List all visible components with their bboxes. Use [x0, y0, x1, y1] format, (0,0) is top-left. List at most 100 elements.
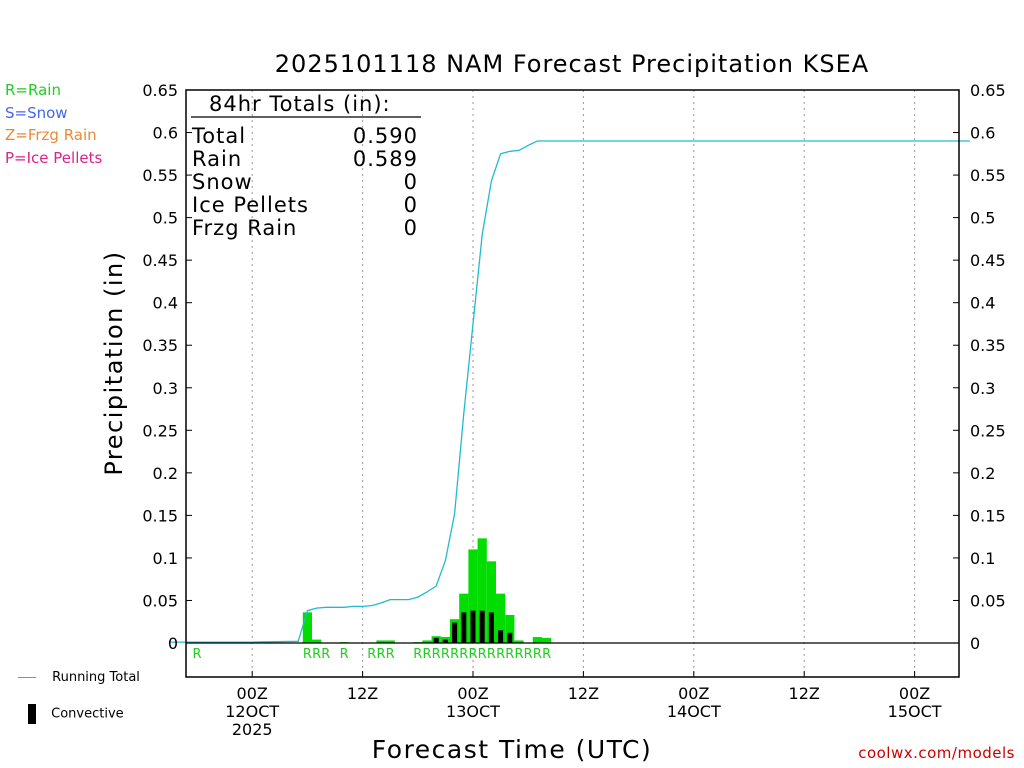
y-tick-label-left: 0.55 — [142, 166, 178, 185]
y-tick-label-right: 0.5 — [970, 209, 995, 228]
x-tick-label: 15OCT — [888, 702, 942, 721]
precip-type-marker: R — [487, 647, 496, 662]
x-tick-label: 12Z — [347, 684, 378, 703]
y-tick-label-left: 0.2 — [153, 464, 178, 483]
precip-type-marker: R — [340, 647, 349, 662]
precip-type-marker: R — [524, 647, 533, 662]
running-total-line-group — [169, 140, 970, 643]
x-tick-label: 12Z — [568, 684, 599, 703]
y-axis-label: Precipitation (in) — [100, 250, 128, 475]
legend-convective: Convective — [18, 704, 124, 724]
convective-bars — [433, 610, 513, 643]
running-total-label: Running Total — [52, 670, 140, 685]
totals-row-value: 0.590 — [353, 124, 418, 148]
precip-type-marker: R — [514, 647, 523, 662]
precip-bar — [514, 640, 524, 643]
totals-row-value: 0 — [404, 193, 418, 217]
y-tick-label-right: 0.15 — [970, 506, 1006, 525]
x-tick-label: 00Z — [237, 684, 268, 703]
precip-type-marker: R — [376, 647, 385, 662]
precip-bar — [477, 538, 487, 643]
precip-type-marker: R — [450, 647, 459, 662]
convective-bar — [461, 612, 467, 643]
precip-type-marker: R — [533, 647, 542, 662]
axes: 0 00.05 0.050.1 0.10.15 0.150.2 0.20.25 0.250.… — [142, 81, 1005, 739]
precip-bar — [312, 639, 322, 643]
legend-running-total: Running Total — [18, 670, 140, 685]
precip-type-marker: R — [496, 647, 505, 662]
y-tick-label-left: 0.1 — [153, 549, 178, 568]
totals-box: 84hr Totals (in): Total 0.590 Rain 0.589 Snow… — [191, 92, 421, 240]
y-tick-label-left: 0.25 — [142, 421, 178, 440]
precip-type-marker: R — [459, 647, 468, 662]
y-tick-label-right: 0.2 — [970, 464, 995, 483]
y-tick-label-left: 0.45 — [142, 251, 178, 270]
y-tick-label-right: 0.3 — [970, 379, 995, 398]
x-tick-label: 00Z — [899, 684, 930, 703]
legend-type-1: S=Snow — [5, 103, 68, 122]
x-tick-label: 13OCT — [446, 702, 500, 721]
convective-swatch — [28, 704, 36, 724]
precip-type-marker: R — [312, 647, 321, 662]
legend-type-2: Z=Frzg Rain — [5, 126, 97, 144]
totals-row-label: Ice Pellets — [192, 193, 309, 217]
convective-bar — [452, 622, 458, 643]
precip-type-marker: R — [432, 647, 441, 662]
y-tick-label-right: 0.6 — [970, 124, 995, 143]
y-tick-label-right: 0.25 — [970, 421, 1006, 440]
y-tick-label-right: 0.55 — [970, 166, 1006, 185]
precip-type-marker: R — [321, 647, 330, 662]
y-tick-label-left: 0.4 — [153, 294, 178, 313]
y-tick-label-right: 0.1 — [970, 549, 995, 568]
y-tick-label-left: 0.3 — [153, 379, 178, 398]
y-tick-label-right: 0.4 — [970, 294, 995, 313]
precip-type-marker: R — [542, 647, 551, 662]
precip-type-marker: R — [386, 647, 395, 662]
x-axis-label: Forecast Time (UTC) — [372, 735, 652, 764]
running-total-swatch — [18, 677, 36, 678]
totals-row-value: 0 — [404, 216, 418, 240]
y-tick-label-right: 0.65 — [970, 81, 1006, 100]
convective-bar — [479, 610, 485, 643]
x-tick-label: 12Z — [789, 684, 820, 703]
y-tick-label-left: 0.65 — [142, 81, 178, 100]
convective-bar — [470, 610, 476, 643]
precip-type-marker: R — [192, 647, 201, 662]
precip-bar — [385, 640, 395, 643]
x-tick-label: 12OCT — [225, 702, 279, 721]
precip-type-marker: R — [422, 647, 431, 662]
y-tick-label-left: 0.15 — [142, 506, 178, 525]
plot-frame — [185, 89, 960, 678]
precip-bar — [505, 614, 515, 643]
totals-row-label: Snow — [192, 170, 253, 194]
y-tick-label-left: 0.35 — [142, 336, 178, 355]
source-credit: coolwx.com/models — [858, 744, 1015, 762]
precip-bar — [376, 640, 386, 643]
x-tick-label: 14OCT — [667, 702, 721, 721]
y-tick-label-right: 0.05 — [970, 591, 1006, 610]
totals-row-value: 0.589 — [353, 147, 418, 171]
running-total-line — [169, 140, 970, 643]
precip-type-marker: R — [505, 647, 514, 662]
precip-bar — [302, 612, 312, 643]
y-tick-label-right: 0 — [970, 634, 980, 653]
totals-row-label: Frzg Rain — [192, 216, 297, 240]
convective-bar — [507, 632, 513, 643]
precip-type-marker: R — [303, 647, 312, 662]
precip-bar — [486, 561, 496, 643]
precip-bar — [542, 637, 552, 643]
x-tick-label: 2025 — [232, 720, 273, 739]
precip-type-marker: R — [413, 647, 422, 662]
precip-bar — [468, 549, 478, 643]
chart-title: 2025101118 NAM Forecast Precipitation KS… — [274, 50, 870, 78]
legend-type-3: P=Ice Pellets — [5, 148, 103, 167]
x-tick-label: 00Z — [457, 684, 488, 703]
convective-bar — [498, 630, 504, 643]
y-tick-label-left: 0.05 — [142, 591, 178, 610]
y-tick-label-right: 0.35 — [970, 336, 1006, 355]
y-tick-label-left: 0.5 — [153, 209, 178, 228]
totals-row-label: Rain — [192, 147, 242, 171]
precip-bar — [532, 637, 542, 643]
